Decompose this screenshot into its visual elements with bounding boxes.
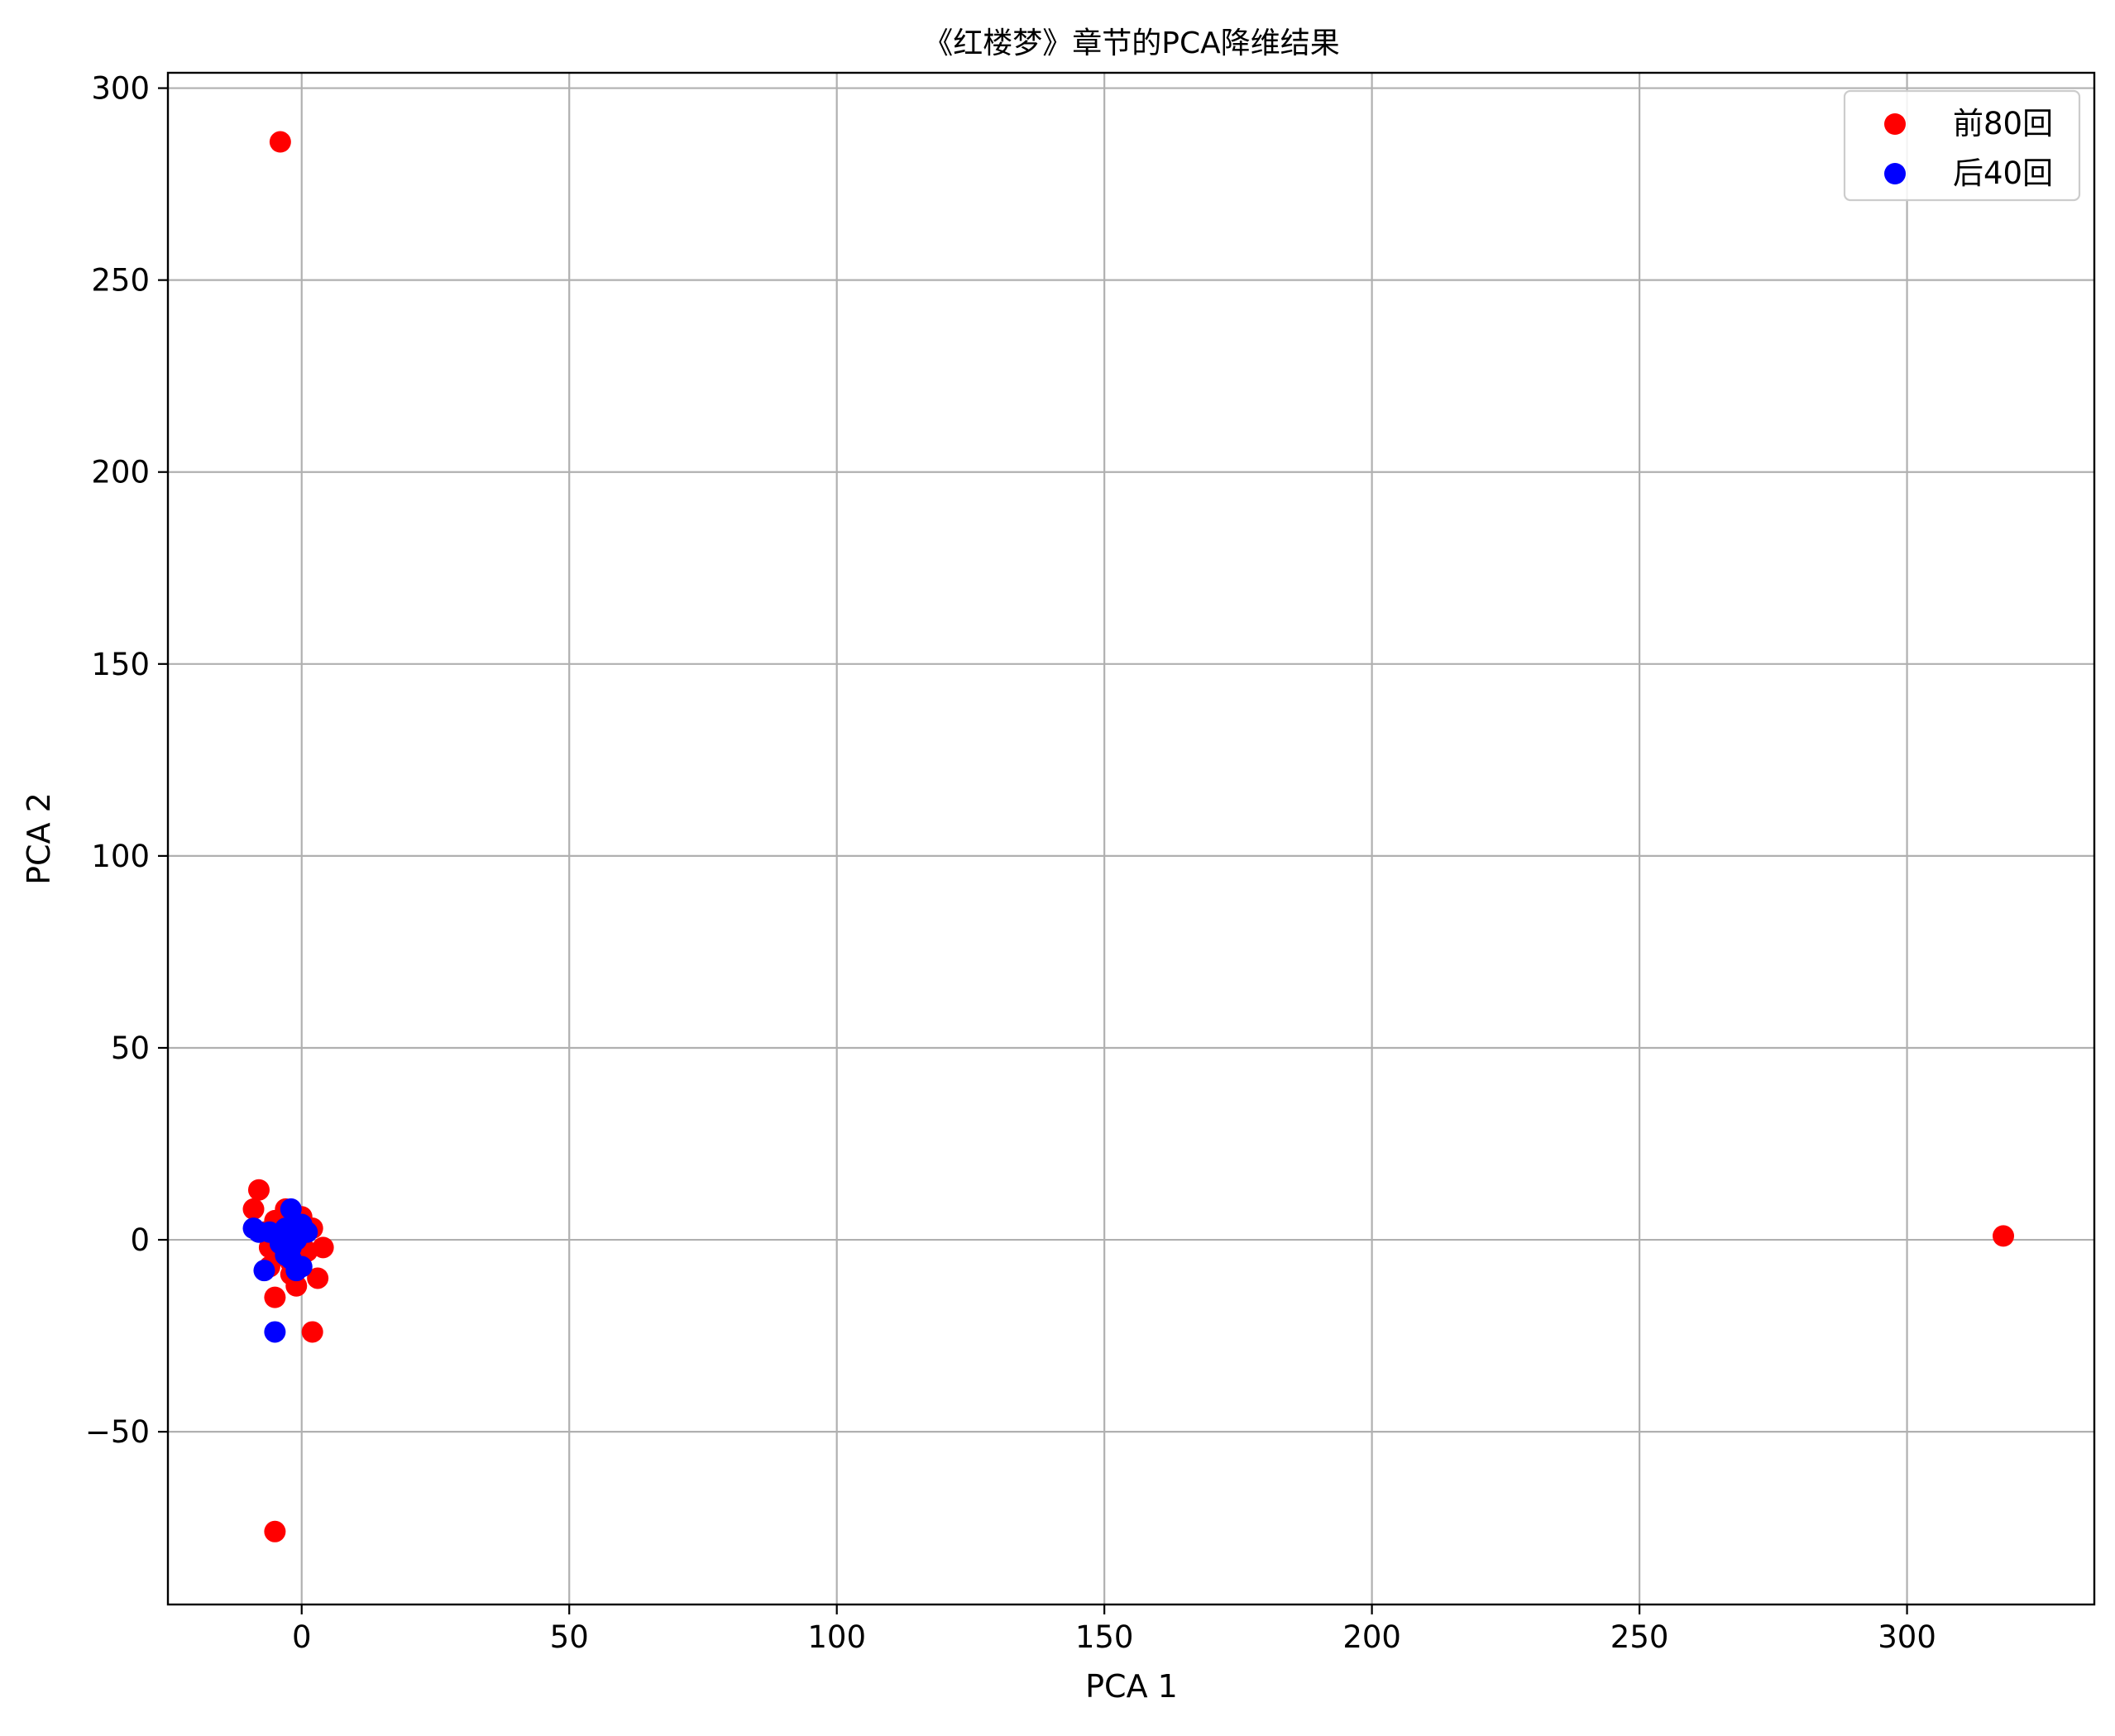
point-back40 [280, 1248, 302, 1270]
point-front80 [264, 1520, 286, 1542]
legend-marker-front80 [1884, 113, 1906, 135]
legend-marker-back40 [1884, 163, 1906, 184]
data-points [242, 131, 2015, 1542]
x-tick-label: 200 [1342, 1619, 1401, 1655]
x-tick-label: 100 [807, 1619, 866, 1655]
point-front80 [1993, 1225, 2015, 1247]
legend: 前80回 后40回 [1843, 89, 2081, 202]
point-front80 [307, 1267, 329, 1289]
point-front80 [264, 1286, 286, 1308]
legend-label-front80: 前80回 [1953, 106, 2053, 141]
x-tick-label: 150 [1075, 1619, 1134, 1655]
point-back40 [247, 1221, 270, 1243]
x-tick-label: 0 [292, 1619, 312, 1655]
point-front80 [247, 1179, 270, 1201]
axis-ticks: 0 50 100 150 200 250 300 −50 0 50 100 150 200 250 300 [85, 71, 1936, 1655]
y-tick-label: 300 [91, 71, 150, 107]
y-tick-label: 100 [91, 839, 150, 874]
point-front80 [312, 1236, 334, 1259]
point-front80 [269, 131, 291, 153]
point-back40 [253, 1260, 275, 1282]
y-tick-label: 0 [130, 1222, 150, 1258]
point-back40 [275, 1217, 297, 1240]
x-tick-label: 300 [1878, 1619, 1936, 1655]
point-front80 [242, 1198, 265, 1220]
y-tick-label: −50 [85, 1414, 150, 1450]
y-tick-label: 250 [91, 263, 150, 299]
grid-lines [168, 73, 2094, 1604]
y-tick-label: 200 [91, 455, 150, 490]
legend-label-back40: 后40回 [1953, 155, 2053, 191]
y-tick-label: 150 [91, 647, 150, 682]
point-back40 [280, 1198, 302, 1220]
point-back40 [264, 1321, 286, 1343]
x-tick-label: 250 [1610, 1619, 1669, 1655]
x-tick-label: 50 [550, 1619, 589, 1655]
chart-title: 《红楼梦》章节的PCA降维结果 [923, 26, 1339, 60]
axes-frame [166, 71, 2096, 1606]
point-back40 [296, 1221, 318, 1243]
point-front80 [301, 1321, 323, 1343]
x-axis-label: PCA 1 [1085, 1668, 1178, 1705]
y-tick-label: 50 [111, 1031, 150, 1066]
y-axis-label: PCA 2 [21, 792, 57, 885]
